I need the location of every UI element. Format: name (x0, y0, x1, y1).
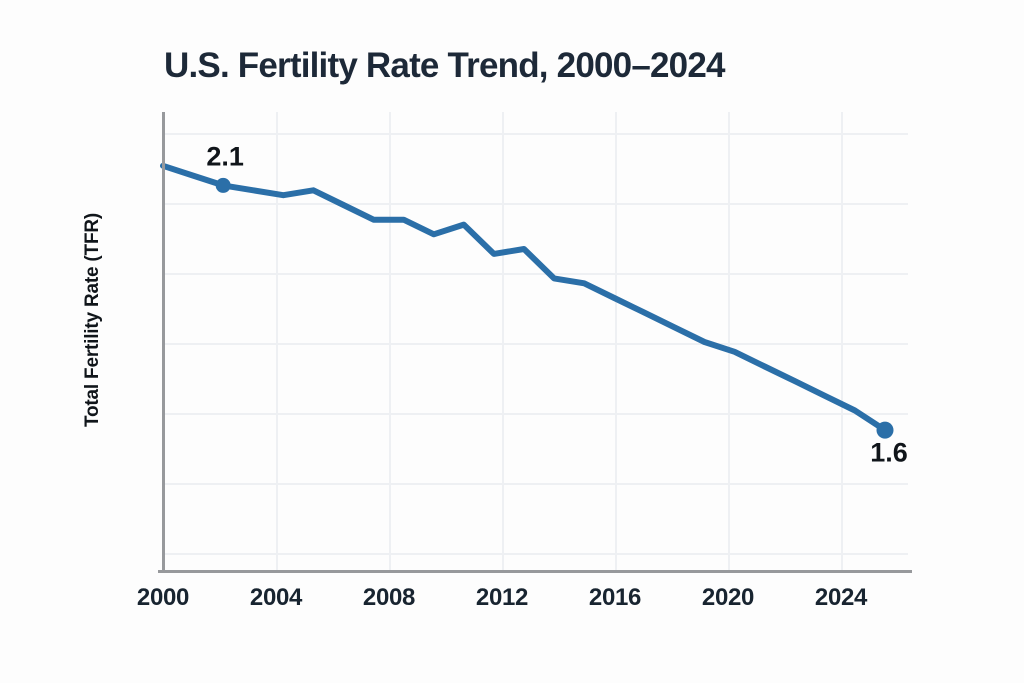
data-point-markers (215, 177, 894, 439)
x-axis-tick-label: 2016 (588, 584, 642, 611)
plot-area: 2.1 1.6 (160, 112, 908, 572)
point-value-label: 2.1 (206, 141, 244, 172)
vertical-gridline (502, 112, 504, 571)
chart-title: U.S. Fertility Rate Trend, 2000–2024 (164, 46, 725, 85)
fertility-trend-line-chart (160, 162, 894, 439)
x-axis-tick-label: 2008 (362, 584, 416, 611)
vertical-gridline (728, 112, 730, 571)
y-axis-label: Total Fertility Rate (TFR) (82, 212, 103, 428)
vertical-gridline (276, 112, 278, 571)
x-axis-tick-label: 2000 (136, 584, 190, 611)
x-axis-line (158, 570, 912, 573)
y-axis-line (162, 112, 165, 573)
horizontal-gridline (163, 133, 908, 135)
x-axis-tick-label: 2020 (701, 584, 755, 611)
horizontal-gridline (163, 483, 908, 485)
data-point-marker (215, 177, 231, 193)
x-axis-tick-label: 2012 (475, 584, 529, 611)
vertical-gridline (841, 112, 843, 571)
x-axis-tick-label: 2004 (249, 584, 303, 611)
data-point-marker (876, 421, 894, 439)
horizontal-gridline (163, 203, 908, 205)
tfr-trend-line (160, 162, 888, 434)
horizontal-gridline (163, 273, 908, 275)
horizontal-gridline (163, 553, 908, 555)
vertical-gridline (389, 112, 391, 571)
x-axis-tick-label: 2024 (814, 584, 868, 611)
vertical-gridline (615, 112, 617, 571)
horizontal-gridline (163, 343, 908, 345)
horizontal-gridline (163, 413, 908, 415)
point-value-label: 1.6 (870, 437, 908, 468)
